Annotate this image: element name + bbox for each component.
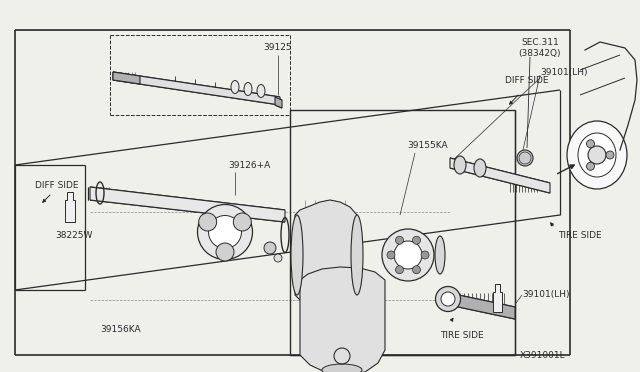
Circle shape [586, 162, 595, 170]
Ellipse shape [435, 236, 445, 274]
Circle shape [234, 213, 252, 231]
Text: 38225W: 38225W [55, 231, 92, 240]
Text: SEC.311: SEC.311 [521, 38, 559, 46]
Text: X391001L: X391001L [520, 350, 566, 359]
Text: 39126+A: 39126+A [228, 160, 270, 170]
Text: 39156KA: 39156KA [100, 326, 141, 334]
Circle shape [216, 243, 234, 261]
Polygon shape [295, 200, 357, 312]
Circle shape [413, 266, 420, 274]
Polygon shape [450, 158, 550, 193]
Circle shape [396, 266, 403, 274]
Circle shape [264, 242, 276, 254]
Circle shape [396, 236, 403, 244]
Text: (38342Q): (38342Q) [519, 48, 561, 58]
Circle shape [421, 251, 429, 259]
Text: TIRE SIDE: TIRE SIDE [558, 231, 602, 240]
Text: DIFF SIDE: DIFF SIDE [505, 76, 548, 84]
Polygon shape [275, 97, 282, 108]
Ellipse shape [474, 159, 486, 177]
Text: 39125: 39125 [264, 42, 292, 51]
Ellipse shape [454, 156, 466, 174]
Text: DIFF SIDE: DIFF SIDE [35, 180, 79, 189]
Circle shape [606, 151, 614, 159]
Ellipse shape [231, 80, 239, 93]
Polygon shape [65, 192, 75, 222]
Circle shape [387, 251, 395, 259]
Ellipse shape [588, 146, 606, 164]
Ellipse shape [291, 215, 303, 295]
Polygon shape [300, 267, 385, 372]
Polygon shape [113, 72, 280, 105]
Circle shape [517, 150, 533, 166]
Ellipse shape [578, 133, 616, 177]
Text: 39101(LH): 39101(LH) [540, 67, 588, 77]
Polygon shape [90, 187, 285, 222]
Ellipse shape [441, 292, 455, 306]
Ellipse shape [394, 241, 422, 269]
Polygon shape [449, 293, 515, 319]
Polygon shape [493, 284, 502, 312]
Ellipse shape [351, 215, 363, 295]
Text: 39101(LH): 39101(LH) [522, 291, 570, 299]
Ellipse shape [209, 215, 241, 248]
Bar [290, 110, 515, 355]
Circle shape [274, 254, 282, 262]
Circle shape [413, 236, 420, 244]
Ellipse shape [435, 286, 461, 311]
Polygon shape [113, 72, 140, 84]
Ellipse shape [257, 84, 265, 97]
Ellipse shape [322, 364, 362, 372]
Ellipse shape [198, 205, 253, 260]
Text: 39155KA: 39155KA [407, 141, 447, 150]
Text: TIRE SIDE: TIRE SIDE [440, 330, 484, 340]
Ellipse shape [567, 121, 627, 189]
Ellipse shape [244, 83, 252, 96]
Circle shape [586, 140, 595, 148]
Circle shape [198, 213, 217, 231]
Ellipse shape [382, 229, 434, 281]
